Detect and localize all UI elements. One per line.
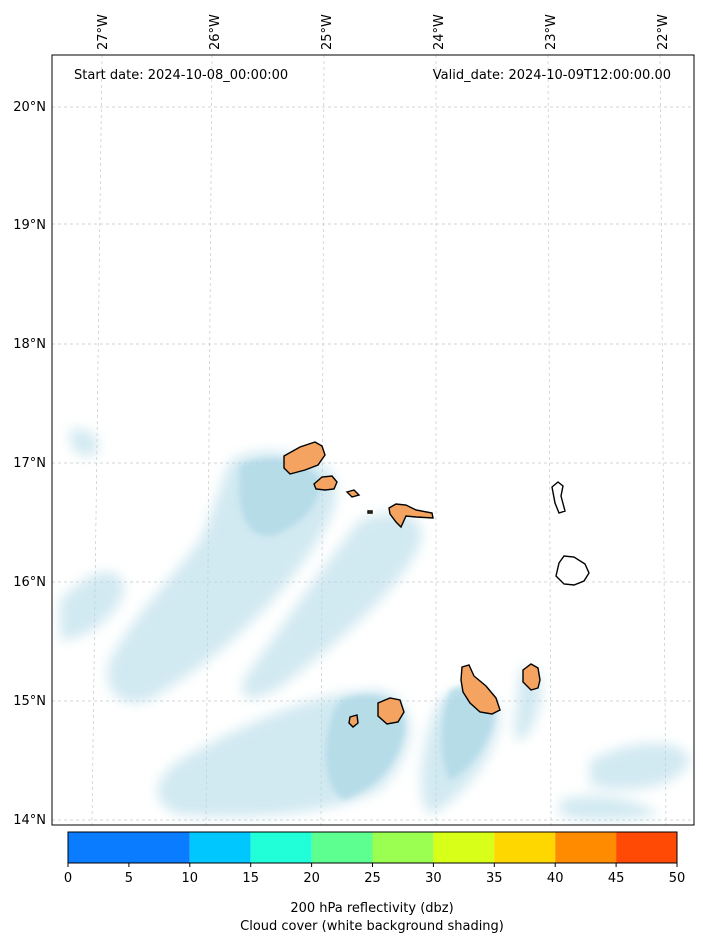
lon-label: 24°W: [432, 14, 447, 50]
island-santa-luzia: [345, 489, 361, 498]
island-sal: [551, 481, 566, 514]
gridlines: [52, 55, 694, 825]
island-sao-vicente: [313, 475, 338, 491]
colorbar-tick-label: 15: [242, 871, 259, 886]
map-frame: [51, 54, 695, 826]
colorbar-tick-label: 20: [303, 871, 320, 886]
island-maio: [522, 663, 541, 691]
longitude-labels: 27°W 26°W 25°W 24°W 23°W 22°W: [96, 14, 671, 50]
island-boa-vista: [555, 555, 590, 586]
colorbar-segment: [555, 832, 617, 863]
island-brava: [348, 714, 359, 728]
colorbar-tick-label: 35: [486, 871, 503, 886]
colorbar-tick-label: 0: [64, 871, 72, 886]
colorbar-tick-label: 50: [669, 871, 686, 886]
island-ilheu: [367, 510, 373, 514]
lat-label: 16°N: [13, 575, 46, 590]
colorbar-segment: [494, 832, 556, 863]
colorbar-segment: [311, 832, 373, 863]
lon-label: 25°W: [320, 14, 335, 50]
colorbar-tick-label: 30: [425, 871, 442, 886]
colorbar-segment: [68, 832, 190, 863]
lon-label: 27°W: [96, 14, 111, 50]
colorbar-label-line2: Cloud cover (white background shading): [240, 919, 504, 934]
lat-label: 19°N: [13, 218, 46, 233]
colorbar-segment: [616, 832, 677, 863]
colorbar-tick-label: 10: [182, 871, 199, 886]
island-santo-antao: [283, 441, 326, 475]
lat-label: 18°N: [13, 337, 46, 352]
colorbar-tick-label: 40: [547, 871, 564, 886]
island-santiago: [460, 664, 501, 715]
lat-label: 15°N: [13, 694, 46, 709]
lat-label: 20°N: [13, 100, 46, 115]
colorbar-segment: [189, 832, 251, 863]
lon-label: 26°W: [208, 14, 223, 50]
lon-label: 23°W: [544, 14, 559, 50]
colorbar-segment: [433, 832, 495, 863]
island-fogo: [377, 697, 405, 725]
colorbar-tick-label: 45: [608, 871, 625, 886]
lat-label: 14°N: [13, 813, 46, 828]
colorbar-label-line1: 200 hPa reflectivity (dbz): [290, 901, 453, 916]
start-date-label: Start date: 2024-10-08_00:00:00: [74, 68, 288, 83]
cloud-cover-shading: [60, 429, 690, 821]
lat-label: 17°N: [13, 456, 46, 471]
lon-label: 22°W: [656, 14, 671, 50]
latitude-labels: 20°N 19°N 18°N 17°N 16°N 15°N 14°N: [13, 100, 46, 828]
island-sao-nicolau: [388, 503, 434, 529]
land-islands: [283, 441, 590, 728]
colorbar: 0 5 10 15 20 25 30 35 40 45 50 200 hPa reflectivit…: [64, 831, 686, 934]
colorbar-segment: [372, 832, 434, 863]
valid-date-label: Valid_date: 2024-10-09T12:00:00.00: [433, 68, 671, 83]
colorbar-tick-label: 25: [364, 871, 381, 886]
colorbar-segment: [250, 832, 312, 863]
colorbar-tick-label: 5: [125, 871, 133, 886]
